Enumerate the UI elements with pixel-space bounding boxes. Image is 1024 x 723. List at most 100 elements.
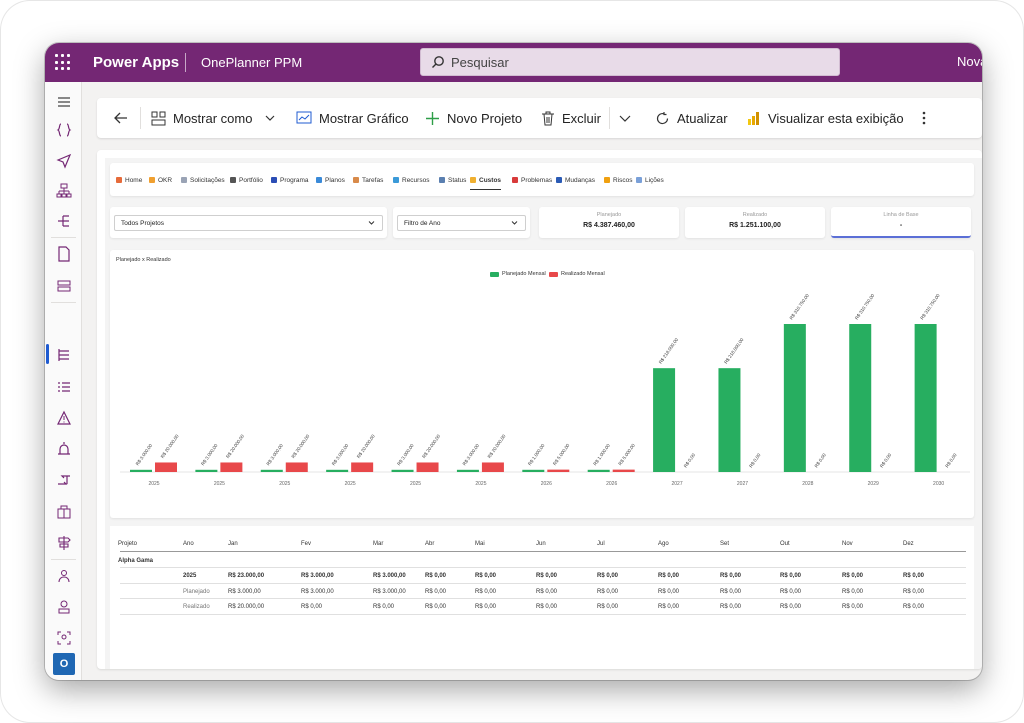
column-header[interactable]: Jun xyxy=(536,541,546,547)
project-group-name[interactable]: Alpha Gama xyxy=(118,558,154,564)
warning-icon[interactable] xyxy=(54,408,73,427)
data-label: R$ 20.000,00 xyxy=(421,433,441,459)
menu-icon[interactable] xyxy=(54,92,73,111)
tab-planos[interactable]: Planos xyxy=(316,173,345,187)
tab-custos[interactable]: Custos xyxy=(470,173,502,190)
new-project-button[interactable]: Novo Projeto xyxy=(425,98,522,138)
avatar[interactable]: O xyxy=(53,653,75,675)
show-as-button[interactable]: Mostrar como xyxy=(151,98,283,138)
kpi-actual: Realizado R$ 1.251.100,00 xyxy=(685,207,825,238)
table-cell: R$ 0,00 xyxy=(536,573,558,579)
column-header[interactable]: Mai xyxy=(475,541,485,547)
environment-name[interactable]: OnePlanner PPM xyxy=(201,55,303,70)
table-cell: R$ 23.000,00 xyxy=(228,573,265,579)
data-label: R$ 5.000,00 xyxy=(552,442,571,466)
back-button[interactable] xyxy=(113,98,136,138)
table-divider xyxy=(120,583,966,584)
more-options-button[interactable] xyxy=(922,98,933,138)
app-name[interactable]: Power Apps xyxy=(93,54,180,71)
org-chart-icon[interactable] xyxy=(54,181,73,200)
plus-icon xyxy=(426,111,439,125)
x-tick-label: 2025 xyxy=(279,481,290,487)
tab-label: Home xyxy=(125,176,143,184)
column-header[interactable]: Mar xyxy=(373,541,384,547)
tab-home[interactable]: Home xyxy=(116,173,142,187)
tab-tarefas[interactable]: Tarefas xyxy=(353,173,383,187)
kpi-label: Linha de Base xyxy=(883,212,919,218)
data-label: R$ 310.750,00 xyxy=(919,293,941,321)
column-header[interactable]: Set xyxy=(720,541,730,547)
transfer-icon[interactable] xyxy=(54,470,73,489)
table-cell: R$ 3.000,00 xyxy=(228,589,261,595)
signpost-icon[interactable] xyxy=(54,533,73,552)
user-name[interactable]: Nova xyxy=(957,54,982,69)
visualize-view-button[interactable]: Visualizar esta exibição xyxy=(747,98,904,138)
chevron-down-icon xyxy=(266,115,275,121)
package-icon[interactable] xyxy=(54,502,73,521)
app-launcher-icon[interactable] xyxy=(55,54,72,71)
delete-button[interactable]: Excluir xyxy=(541,98,601,138)
tab-icon xyxy=(393,177,399,183)
tab-okr[interactable]: OKR xyxy=(149,173,172,187)
tab-recursos[interactable]: Recursos xyxy=(393,173,429,187)
table-cell: Planejado xyxy=(183,589,210,595)
tab-riscos[interactable]: Riscos xyxy=(604,173,633,187)
data-label: R$ 1.000,00 xyxy=(592,443,611,467)
tab-portfólio[interactable]: Portfólio xyxy=(230,173,263,187)
search-input[interactable]: Pesquisar xyxy=(420,48,840,76)
tab-label: Riscos xyxy=(613,176,633,184)
show-chart-button[interactable]: Mostrar Gráfico xyxy=(296,98,409,138)
layout-icon xyxy=(151,111,166,125)
column-header[interactable]: Ago xyxy=(658,541,669,547)
column-header[interactable]: Nov xyxy=(842,541,853,547)
column-header[interactable]: Out xyxy=(780,541,790,547)
bar-planned xyxy=(130,469,152,472)
flow-icon[interactable] xyxy=(54,211,73,230)
task-list-icon[interactable] xyxy=(54,345,73,364)
column-header[interactable]: Ano xyxy=(183,541,194,547)
refresh-button[interactable]: Atualizar xyxy=(655,98,728,138)
legend-label: Realizado Mensal xyxy=(561,271,605,277)
more-commands-dropdown[interactable] xyxy=(618,98,639,138)
column-header[interactable]: Fev xyxy=(301,541,312,547)
tab-icon xyxy=(470,177,476,183)
team-icon[interactable] xyxy=(54,566,73,585)
tab-label: OKR xyxy=(158,176,173,184)
alert-icon[interactable] xyxy=(54,439,73,458)
data-label: R$ 3.000,00 xyxy=(135,443,154,467)
tab-lições[interactable]: Lições xyxy=(636,173,664,187)
tab-problemas[interactable]: Problemas xyxy=(512,173,552,187)
column-header[interactable]: Abr xyxy=(425,541,435,547)
year-filter-dropdown[interactable]: Filtro de Ano xyxy=(393,207,530,238)
tab-mudanças[interactable]: Mudanças xyxy=(556,173,595,187)
data-label: R$ 20.000,00 xyxy=(487,433,507,459)
header-divider xyxy=(185,53,186,72)
column-header[interactable]: Jan xyxy=(228,541,238,547)
project-filter-value: Todos Projetos xyxy=(121,220,164,227)
table-cell: R$ 3.000,00 xyxy=(301,589,334,595)
table-cell: R$ 0,00 xyxy=(475,604,497,610)
kpi-value: R$ 4.387.460,00 xyxy=(583,222,635,229)
checklist-icon[interactable] xyxy=(54,377,73,396)
tab-label: Problemas xyxy=(521,176,553,184)
table-cell: R$ 3.000,00 xyxy=(301,573,334,579)
tab-programa[interactable]: Programa xyxy=(271,173,309,187)
visualize-view-label: Visualizar esta exibição xyxy=(768,110,904,126)
back-arrow-icon xyxy=(114,112,127,124)
person-icon[interactable] xyxy=(54,597,73,616)
table-cell: R$ 0,00 xyxy=(597,573,619,579)
contact-icon[interactable] xyxy=(54,628,73,647)
list-check-icon[interactable] xyxy=(54,276,73,295)
column-header[interactable]: Projeto xyxy=(118,541,138,547)
project-filter-dropdown[interactable]: Todos Projetos xyxy=(110,207,387,238)
column-header[interactable]: Dez xyxy=(903,541,914,547)
document-icon[interactable] xyxy=(54,244,73,263)
tab-solicitações[interactable]: Solicitações xyxy=(181,173,225,187)
tab-status[interactable]: Status xyxy=(439,173,466,187)
tab-icon xyxy=(439,177,445,183)
send-icon[interactable] xyxy=(54,151,73,170)
bar-planned xyxy=(587,469,610,472)
column-header[interactable]: Jul xyxy=(597,541,605,547)
braces-icon[interactable] xyxy=(54,120,73,139)
kpi-value: - xyxy=(899,222,903,229)
